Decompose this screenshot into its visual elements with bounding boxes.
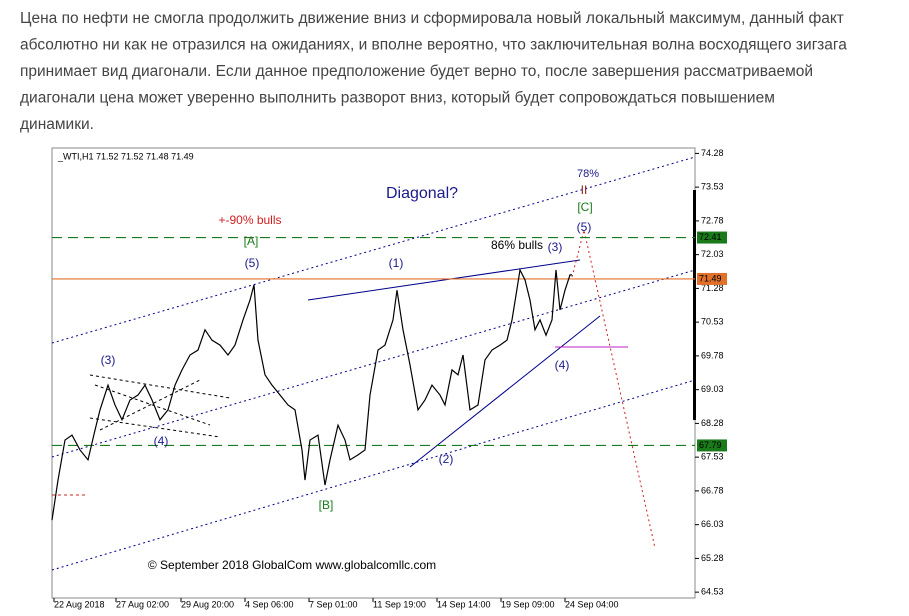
x-tick-label: 24 Sep 04:00 [565, 599, 619, 609]
annotation: (2) [439, 452, 454, 466]
x-tick-label: 29 Aug 20:00 [181, 599, 234, 609]
annotation: Diagonal? [386, 185, 458, 202]
annotation: (4) [555, 358, 570, 372]
paragraph-line: абсолютно ни как не отразился на ожидани… [20, 37, 847, 54]
triangle-lines [89, 374, 231, 438]
paragraph-line: диагонали цена может уверенно выполнить … [20, 90, 775, 107]
annotation: 86% bulls [491, 238, 543, 252]
price-line [51, 268, 572, 521]
x-tick-label: 14 Sep 14:00 [437, 599, 491, 609]
annotation: (5) [245, 256, 260, 270]
annotation: © September 2018 GlobalCom www.globalcom… [148, 558, 436, 572]
y-tick-label: 72.03 [701, 249, 724, 259]
annotation: (4) [154, 434, 169, 448]
y-tick-label: 68.28 [701, 418, 724, 428]
y-tick-label: 73.53 [701, 182, 724, 192]
y-tick-label: 66.78 [701, 485, 724, 495]
price-tag-label: 67.79 [699, 440, 722, 450]
diagonal-lines [307, 259, 601, 468]
y-tick-label: 67.53 [701, 452, 724, 462]
annotation: [B] [319, 498, 334, 512]
y-tick-label: 64.53 [701, 587, 724, 597]
x-tick-label: 7 Sep 01:00 [309, 599, 358, 609]
price-tag-label: 72.41 [699, 232, 722, 242]
price-tag [697, 439, 727, 452]
y-tick-label: 72.78 [701, 215, 724, 225]
annotation: (3) [548, 240, 563, 254]
paragraph-line: принимает вид диагонали. Если данное пре… [20, 63, 813, 80]
x-tick-label: 27 Aug 02:00 [116, 599, 169, 609]
annotation: (1) [389, 256, 404, 270]
x-tick-label: 22 Aug 2018 [54, 599, 105, 609]
y-tick-label: 65.28 [701, 553, 724, 563]
annotation: II [581, 183, 588, 197]
paragraph-line: динамики. [20, 116, 94, 133]
chart-header: _WTI,H1 71.52 71.52 71.48 71.49 [57, 151, 194, 161]
axis-bar [693, 190, 696, 420]
y-tick-label: 71.28 [701, 283, 724, 293]
y-tick-label: 66.03 [701, 519, 724, 529]
x-tick-label: 4 Sep 06:00 [245, 599, 294, 609]
price-tag-label: 71.49 [699, 273, 722, 283]
annotation: (3) [101, 353, 116, 367]
projection [571, 229, 656, 549]
annotation: +-90% bulls [218, 213, 281, 227]
price-tag [697, 231, 727, 244]
y-tick-label: 70.53 [701, 317, 724, 327]
price-tag [697, 272, 727, 285]
x-tick-label: 11 Sep 19:00 [373, 599, 426, 609]
annotation: [A] [244, 234, 259, 248]
annotation: (5) [577, 220, 592, 234]
y-tick-label: 69.03 [701, 384, 724, 394]
y-tick-label: 69.78 [701, 350, 724, 360]
x-tick-label: 19 Sep 09:00 [501, 599, 555, 609]
y-tick-label: 74.28 [701, 148, 724, 158]
annotation: 78% [577, 168, 599, 180]
paragraph-line: Цена по нефти не смогла продолжить движе… [20, 10, 844, 27]
channel-lines [51, 156, 696, 571]
annotation: [C] [577, 200, 592, 214]
